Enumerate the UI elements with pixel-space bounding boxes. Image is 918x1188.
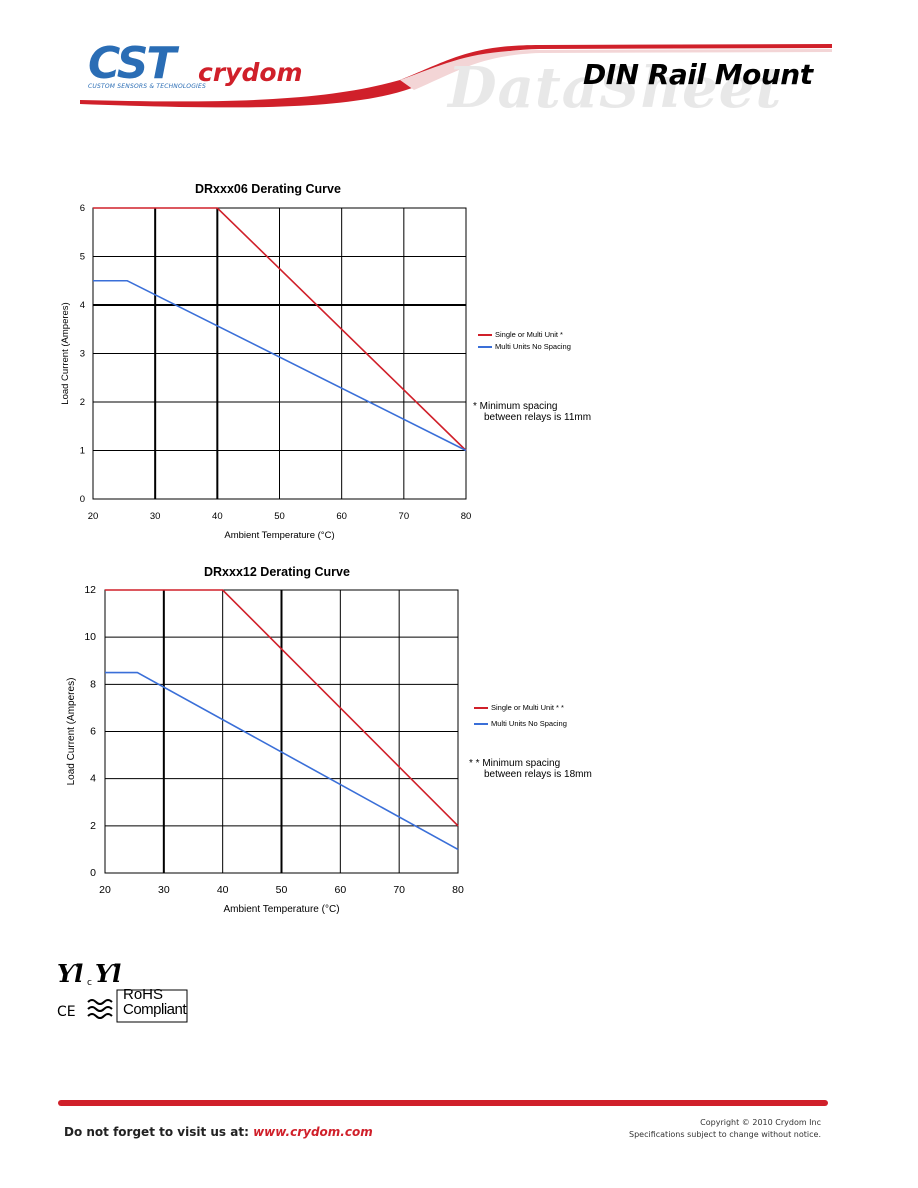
chart1-footnote-line2: between relays is 11mm	[484, 412, 592, 423]
svg-text:c: c	[87, 978, 92, 988]
copyright-line2: Specifications subject to change without…	[629, 1130, 821, 1139]
y-tick-label: 4	[90, 773, 96, 785]
series-line	[93, 279, 467, 452]
y-tick-label: 4	[80, 300, 85, 311]
ce-mark-icon: CE	[57, 1004, 76, 1020]
y-tick-label: 0	[90, 867, 96, 879]
chart2-legend-label-1: Single or Multi Unit * *	[491, 703, 564, 712]
x-axis-label: Ambient Temperature (°C)	[223, 904, 339, 915]
x-tick-label: 60	[334, 884, 346, 896]
rohs-icon	[87, 989, 188, 1023]
rohs-line1: RoHS	[123, 986, 164, 1003]
x-tick-label: 20	[99, 884, 111, 896]
y-tick-label: 3	[80, 349, 85, 360]
chart2-legend-item: Single or Multi Unit * *	[474, 703, 564, 712]
cst-logo-subtitle: CUSTOM SENSORS & TECHNOLOGIES	[88, 83, 207, 90]
y-tick-label: 5	[80, 252, 85, 263]
rohs-line2: Compliant	[123, 1001, 187, 1018]
datasheet-watermark: DataSheet	[448, 55, 783, 121]
svg-text:Ƴl: Ƴl	[95, 959, 121, 988]
x-tick-label: 20	[88, 511, 99, 522]
chart2-footnote-line1: * * Minimum spacing	[469, 758, 561, 769]
x-tick-label: 30	[150, 511, 161, 522]
x-axis-label: Ambient Temperature (°C)	[224, 530, 334, 541]
y-tick-label: 10	[84, 631, 96, 643]
y-axis-label: Load Current (Amperes)	[66, 678, 77, 786]
footer-visit: Do not forget to visit us at: www.crydom…	[64, 1125, 373, 1139]
crydom-logo: crydom	[198, 58, 303, 87]
footer-website-link[interactable]: www.crydom.com	[253, 1125, 373, 1139]
x-tick-label: 70	[393, 884, 405, 896]
product-family-title: DIN Rail Mount	[583, 58, 813, 91]
chart1-legend-item: Multi Units No Spacing	[478, 342, 571, 351]
chart1-footnote-line1: * Minimum spacing	[473, 401, 558, 412]
y-tick-label: 0	[80, 494, 85, 505]
x-tick-label: 50	[276, 884, 288, 896]
legend-swatch-blue	[474, 723, 488, 726]
series-line	[105, 589, 459, 827]
chart2-plot: 20 30 40 50 60 70 80 0 2 4 6 8 10 12 Ambient Temperatu…	[66, 584, 464, 915]
chart2-footnote: * * Minimum spacing between relays is 18…	[469, 758, 592, 780]
x-tick-label: 60	[336, 511, 347, 522]
x-tick-label: 40	[212, 511, 223, 522]
chart1-legend-item: Single or Multi Unit *	[478, 330, 563, 339]
chart1-plot: 20 30 40 50 60 70 80 0 1 2 3 4 5 6 Ambient Temperature…	[60, 203, 472, 541]
ul-mark-icon: Ƴl c Ƴl	[57, 959, 121, 988]
chart2-legend-item: Multi Units No Spacing	[474, 719, 567, 728]
y-tick-label: 1	[80, 446, 85, 457]
cst-logo: CST	[88, 38, 176, 89]
certifications: Ƴl c Ƴl CE RoHS Compliant	[55, 958, 190, 1029]
chart2-legend-label-2: Multi Units No Spacing	[491, 719, 567, 728]
x-tick-label: 70	[399, 511, 410, 522]
x-tick-label: 50	[274, 511, 285, 522]
series-line	[105, 671, 459, 851]
legend-swatch-red	[478, 334, 492, 337]
rohs-label: RoHS Compliant	[123, 986, 187, 1018]
x-tick-label: 80	[452, 884, 464, 896]
chart2-title: DRxxx12 Derating Curve	[204, 565, 350, 579]
y-axis-label: Load Current (Amperes)	[60, 302, 71, 404]
y-tick-label: 12	[84, 584, 96, 596]
x-tick-label: 30	[158, 884, 170, 896]
chart1-legend-label-1: Single or Multi Unit *	[495, 330, 563, 339]
y-tick-label: 6	[90, 726, 96, 738]
certification-marks: Ƴl c Ƴl CE	[57, 959, 188, 1023]
chart1-legend-label-2: Multi Units No Spacing	[495, 342, 571, 351]
chart1-footnote: * Minimum spacing between relays is 11mm	[473, 401, 591, 423]
svg-text:Ƴl: Ƴl	[57, 959, 83, 988]
footer-visit-prefix: Do not forget to visit us at:	[64, 1125, 249, 1139]
y-tick-label: 2	[90, 820, 96, 832]
chart2-footnote-line2: between relays is 18mm	[484, 769, 592, 780]
footer-divider	[58, 1100, 828, 1106]
legend-swatch-blue	[478, 346, 492, 349]
chart1-title: DRxxx06 Derating Curve	[195, 182, 341, 196]
y-tick-label: 8	[90, 678, 96, 690]
y-tick-label: 6	[80, 203, 85, 214]
copyright-line1: Copyright © 2010 Crydom Inc	[700, 1118, 821, 1127]
x-tick-label: 40	[217, 884, 229, 896]
series-line	[93, 207, 467, 452]
legend-swatch-red	[474, 707, 488, 710]
svg-text:CE: CE	[57, 1004, 76, 1020]
page-header: CST CUSTOM SENSORS & TECHNOLOGIES crydom…	[0, 0, 918, 121]
y-tick-label: 2	[80, 397, 85, 408]
footer-copyright: Copyright © 2010 Crydom Inc Specificatio…	[629, 1117, 821, 1141]
x-tick-label: 80	[461, 511, 472, 522]
